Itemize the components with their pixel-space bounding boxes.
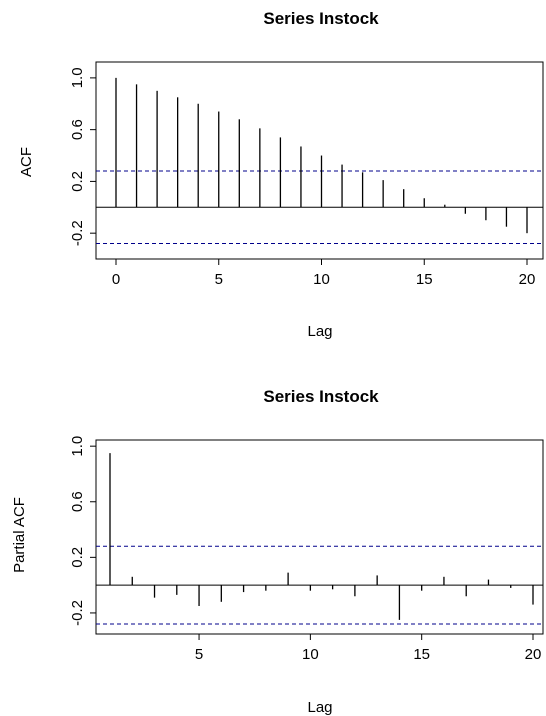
pacf-ylabel: Partial ACF (11, 497, 28, 573)
pacf-x-tick-label: 20 (525, 646, 542, 663)
pacf-xlabel: Lag (307, 699, 332, 716)
pacf-y-tick-label: 0.2 (69, 547, 86, 568)
acf-y-tick-label: 1.0 (69, 67, 86, 88)
pacf-y-tick-label: 1.0 (69, 436, 86, 457)
acf-xlabel: Lag (307, 323, 332, 340)
acf-y-axis: -0.2 0.2 0.6 1.0 (69, 67, 96, 246)
pacf-x-axis: 5 10 15 20 (195, 634, 541, 663)
acf-x-tick-label: 0 (112, 271, 120, 288)
pacf-y-tick-label: 0.6 (69, 491, 86, 512)
acf-x-tick-label: 20 (519, 271, 536, 288)
acf-y-tick-label: -0.2 (69, 220, 86, 246)
pacf-x-tick-label: 15 (413, 646, 430, 663)
pacf-y-axis: -0.2 0.2 0.6 1.0 (69, 436, 96, 626)
acf-bars (115, 77, 528, 234)
acf-y-tick-label: 0.6 (69, 119, 86, 140)
acf-x-axis: 0 5 10 15 20 (112, 259, 536, 288)
acf-title: Series Instock (263, 9, 379, 28)
pacf-panel: Series Instock 5 10 15 20 -0.2 0.2 0.6 1.0 Lag… (11, 387, 544, 716)
pacf-y-tick-label: -0.2 (69, 600, 86, 626)
pacf-x-tick-label: 5 (195, 646, 203, 663)
pacf-plot-box (95, 439, 544, 635)
acf-panel: Series Instock 0 5 10 15 20 -0.2 0.2 0.6 1.0 La… (18, 9, 544, 340)
pacf-title: Series Instock (263, 387, 379, 406)
acf-ylabel: ACF (18, 147, 35, 177)
pacf-x-tick-label: 10 (302, 646, 319, 663)
acf-y-tick-label: 0.2 (69, 171, 86, 192)
acf-plot-box (95, 61, 544, 260)
acf-x-tick-label: 5 (215, 271, 223, 288)
acf-x-tick-label: 10 (313, 271, 330, 288)
pacf-bars (109, 453, 534, 620)
acf-x-tick-label: 15 (416, 271, 433, 288)
